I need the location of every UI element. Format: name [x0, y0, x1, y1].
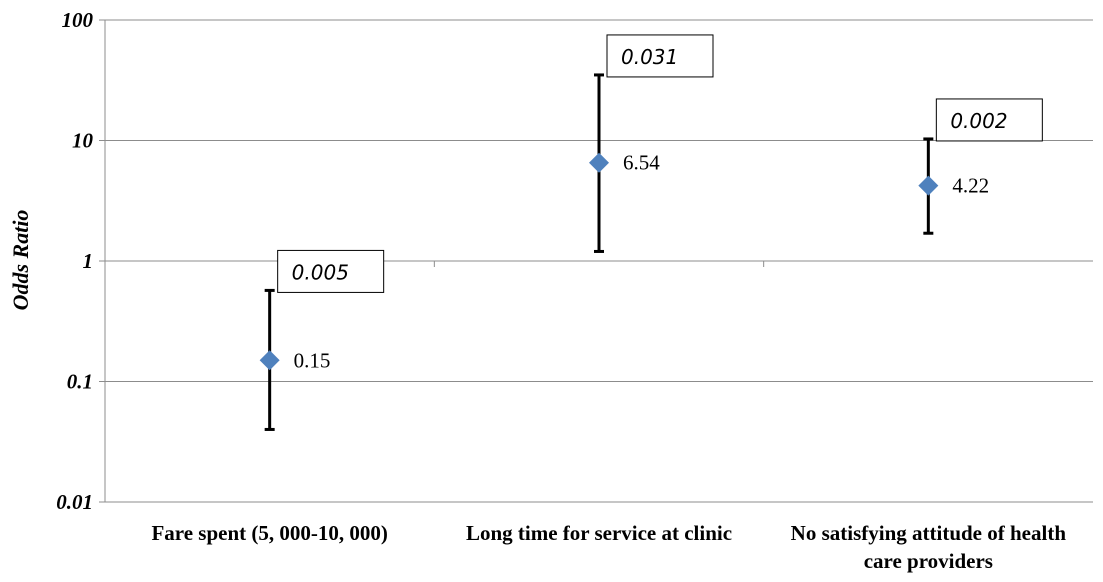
p-value-boxes: 0.005 0.031 0.002 [277, 34, 1043, 293]
y-tick-labels: 100 10 1 0.1 0.01 [56, 8, 93, 514]
y-tick-label: 100 [62, 8, 94, 32]
data-point-diamond [259, 350, 280, 371]
p-value-label: 0.002 [950, 109, 1007, 133]
p-value-label: 0.005 [292, 260, 349, 284]
data-value-label: 4.22 [952, 174, 989, 198]
axes [99, 19, 1093, 503]
category-labels: Fare spent (5, 000-10, 000) Long time for… [151, 521, 1066, 573]
x-category-label: Fare spent (5, 000-10, 000) [151, 521, 387, 545]
x-category-label: care providers [864, 549, 993, 573]
p-value-box [277, 249, 385, 293]
y-tick-label: 0.01 [56, 490, 93, 514]
p-value-box [606, 34, 714, 78]
data-point-diamond [589, 152, 609, 173]
x-category-label: No satisfying attitude of health [791, 521, 1067, 545]
y-tick-label: 0.1 [67, 370, 93, 394]
y-tick-label: 10 [72, 129, 94, 153]
x-category-label: Long time for service at clinic [466, 521, 732, 545]
data-point-diamond [918, 175, 939, 196]
p-value-label: 0.031 [621, 45, 678, 69]
data-points [259, 152, 939, 371]
data-labels: 0.15 6.54 4.22 [294, 151, 989, 373]
data-value-label: 6.54 [623, 151, 660, 175]
y-axis-label: Odds Ratio [8, 210, 33, 311]
p-value-box [935, 98, 1043, 142]
data-value-label: 0.15 [294, 348, 331, 372]
y-tick-label: 1 [83, 249, 94, 273]
